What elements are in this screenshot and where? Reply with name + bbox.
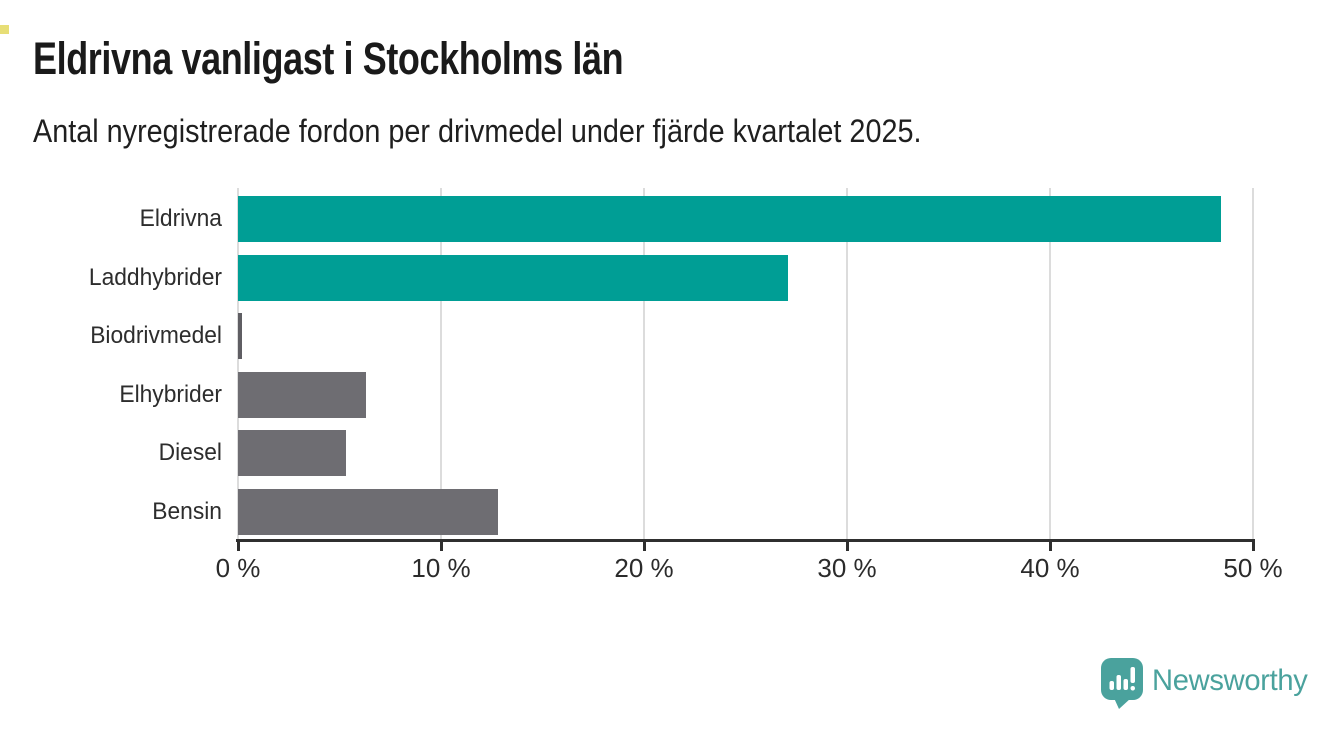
category-label-diesel: Diesel — [158, 439, 222, 466]
x-axis-tick-10 — [439, 542, 443, 551]
gridline-50 — [1252, 188, 1254, 539]
bar-diesel — [238, 430, 346, 476]
category-label-laddhybrider: Laddhybrider — [88, 263, 223, 291]
bar-bensin — [238, 488, 498, 535]
chart-title: Eldrivna vanligast i Stockholms län — [33, 33, 624, 84]
x-axis-line — [236, 539, 1255, 542]
category-label-eldrivna: Eldrivna — [139, 205, 222, 232]
gridline-20 — [643, 188, 645, 539]
newsworthy-logo: Newsworthy — [1100, 656, 1308, 710]
category-label-biodrivmedel: Biodrivmedel — [90, 322, 222, 349]
gridline-30 — [846, 188, 848, 539]
gridline-40 — [1049, 188, 1051, 539]
newsworthy-bubble-icon — [1101, 658, 1143, 709]
bar-eldrivna — [238, 196, 1221, 242]
x-axis-tick-40 — [1048, 542, 1052, 551]
x-axis-tick-label-10: 10 % — [411, 553, 471, 583]
x-axis-tick-label-40: 40 % — [1020, 553, 1080, 583]
x-axis-tick-30 — [845, 542, 849, 551]
x-axis-tick-0 — [236, 542, 240, 551]
x-axis-tick-label-30: 30 % — [817, 553, 877, 583]
x-axis-tick-50 — [1251, 542, 1255, 551]
x-axis-tick-label-20: 20 % — [614, 553, 674, 583]
category-label-bensin: Bensin — [152, 497, 222, 525]
bar-laddhybrider — [238, 254, 789, 301]
category-label-elhybrider: Elhybrider — [119, 380, 222, 408]
x-axis-tick-label-0: 0 % — [215, 553, 261, 583]
bar-elhybrider — [238, 371, 366, 418]
corner-mark — [0, 25, 9, 34]
chart-subtitle: Antal nyregistrerade fordon per drivmede… — [33, 113, 922, 149]
gridline-0 — [237, 188, 239, 539]
x-axis-tick-label-50: 50 % — [1223, 553, 1283, 583]
gridline-10 — [440, 188, 442, 539]
bar-biodrivmedel — [238, 313, 243, 359]
x-axis-tick-20 — [642, 542, 646, 551]
newsworthy-logo-text: Newsworthy — [1152, 664, 1308, 697]
